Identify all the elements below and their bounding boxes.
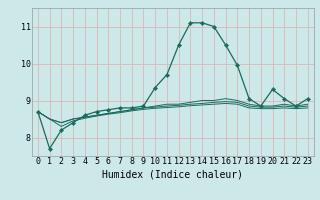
- X-axis label: Humidex (Indice chaleur): Humidex (Indice chaleur): [102, 169, 243, 179]
